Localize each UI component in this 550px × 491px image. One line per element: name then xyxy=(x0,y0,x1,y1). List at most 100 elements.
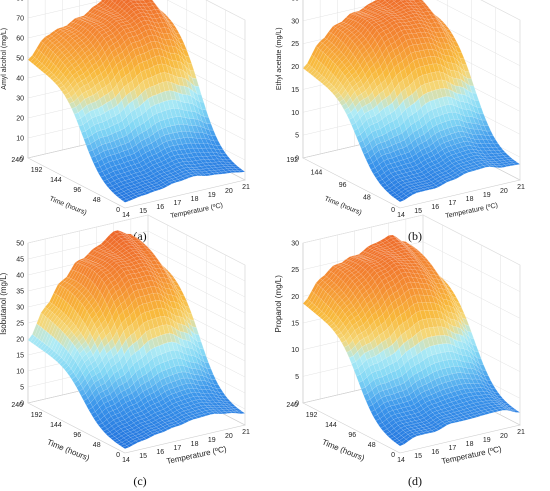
z-gridline xyxy=(205,0,246,21)
tick-labels: 1415161718192021048961441922400102030405… xyxy=(11,0,250,219)
surface-patch xyxy=(392,0,397,2)
y-tick-label: 144 xyxy=(325,422,337,429)
z-tick-label: 20 xyxy=(291,64,299,71)
x-tick-label: 18 xyxy=(191,196,199,203)
y-tick-label: 144 xyxy=(311,170,323,177)
surface-patch xyxy=(457,51,465,59)
z-tick-label: 25 xyxy=(16,321,24,328)
y-tick-label: 192 xyxy=(31,412,43,419)
surface-patch xyxy=(100,0,106,4)
z-tick-label: 35 xyxy=(16,289,24,296)
surface-patch xyxy=(375,0,382,3)
x-tick-label: 20 xyxy=(500,188,508,195)
y-tick-label: 0 xyxy=(116,207,120,214)
x-tick-label: 17 xyxy=(174,445,182,452)
z-tick-label: 10 xyxy=(291,347,299,354)
z-tick-label: 5 xyxy=(295,374,299,381)
chart-panel-2: 1415161718192021048961441920510152025303… xyxy=(276,0,525,243)
surface-patch xyxy=(123,0,131,5)
y-tick-label: 96 xyxy=(73,432,81,439)
surface-patch xyxy=(230,164,239,167)
z-tick-label: 0 xyxy=(295,156,299,163)
x-tick-label: 19 xyxy=(483,437,491,444)
panel-label: (b) xyxy=(408,229,422,243)
surface-patch xyxy=(384,0,391,3)
y-tick-label: 48 xyxy=(363,195,371,202)
surface-patch xyxy=(112,0,118,4)
panel-label: (d) xyxy=(408,474,422,488)
chart-panel-3: 1415161718192021048961441922400510152025… xyxy=(0,214,250,488)
x-tick-label: 15 xyxy=(414,208,422,215)
surface-patch xyxy=(148,0,155,4)
y-tick-label: 144 xyxy=(50,177,62,184)
z-axis-label: Propanol (mg/L) xyxy=(274,275,283,333)
z-tick-label: 15 xyxy=(291,87,299,94)
chart-panel-1: 1415161718192021048961441922400102030405… xyxy=(1,0,250,243)
x-tick-label: 17 xyxy=(449,200,457,207)
x-tick-label: 16 xyxy=(431,449,439,456)
z-tick-label: 10 xyxy=(16,136,24,143)
x-tick-label: 18 xyxy=(466,441,474,448)
chart-panel-4: 1415161718192021048961441922400510152025… xyxy=(274,214,525,488)
z-tick-label: 0 xyxy=(20,401,24,408)
surface-patch xyxy=(228,161,236,165)
surface-patch xyxy=(114,0,122,6)
y-tick-label: 0 xyxy=(391,452,395,459)
z-tick-label: 0 xyxy=(295,401,299,408)
x-tick-label: 14 xyxy=(122,212,130,219)
z-tick-label: 50 xyxy=(16,241,24,248)
panel-label: (c) xyxy=(133,474,146,488)
z-axis-label: Ethyl acetate (mg/L) xyxy=(276,27,283,90)
x-tick-label: 21 xyxy=(517,184,525,191)
y-tick-label: 192 xyxy=(306,412,318,419)
x-tick-label: 16 xyxy=(156,449,164,456)
surface-patch xyxy=(182,49,190,57)
surface-patch xyxy=(469,85,477,94)
z-tick-label: 0 xyxy=(20,156,24,163)
y-tick-label: 96 xyxy=(348,432,356,439)
z-axis-label: Amyl alcohol (mg/L) xyxy=(1,28,8,90)
y-tick-label: 0 xyxy=(391,207,395,214)
z-tick-label: 70 xyxy=(16,16,24,23)
z-tick-label: 15 xyxy=(291,321,299,328)
z-tick-label: 45 xyxy=(16,257,24,264)
y-axis-label: Time (hours) xyxy=(321,438,366,463)
z-tick-label: 15 xyxy=(16,353,24,360)
x-tick-label: 16 xyxy=(156,204,164,211)
y-axis-label: Time (hours) xyxy=(323,195,362,216)
x-tick-label: 15 xyxy=(139,453,147,460)
z-tick-label: 25 xyxy=(291,41,299,48)
x-tick-label: 19 xyxy=(208,192,216,199)
y-tick-label: 96 xyxy=(73,187,81,194)
z-tick-label: 5 xyxy=(295,133,299,140)
z-tick-label: 30 xyxy=(291,18,299,25)
y-axis-label: Time (hours) xyxy=(46,438,91,463)
surface-patch xyxy=(121,0,127,3)
surface xyxy=(302,0,521,203)
z-tick-label: 40 xyxy=(16,76,24,83)
y-tick-label: 96 xyxy=(339,182,347,189)
x-tick-label: 18 xyxy=(466,196,474,203)
z-tick-label: 20 xyxy=(291,294,299,301)
z-tick-label: 30 xyxy=(291,241,299,248)
z-tick-label: 30 xyxy=(16,305,24,312)
x-tick-label: 20 xyxy=(225,188,233,195)
y-tick-label: 48 xyxy=(93,442,101,449)
z-gridline xyxy=(480,0,521,21)
x-tick-label: 21 xyxy=(242,429,250,436)
surface-patch xyxy=(449,36,458,43)
z-tick-label: 20 xyxy=(16,116,24,123)
x-tick-label: 14 xyxy=(397,212,405,219)
surface-patch xyxy=(184,55,192,64)
z-tick-label: 80 xyxy=(16,0,24,3)
surface xyxy=(302,234,521,447)
x-tick-label: 19 xyxy=(208,437,216,444)
y-tick-label: 144 xyxy=(50,422,62,429)
surface-patch xyxy=(387,0,395,5)
z-axis-label: Isobutanol (mg/L) xyxy=(0,272,8,335)
z-tick-label: 25 xyxy=(291,267,299,274)
surface-patch xyxy=(413,0,421,4)
x-tick-label: 18 xyxy=(191,441,199,448)
surface-patch xyxy=(384,0,386,1)
